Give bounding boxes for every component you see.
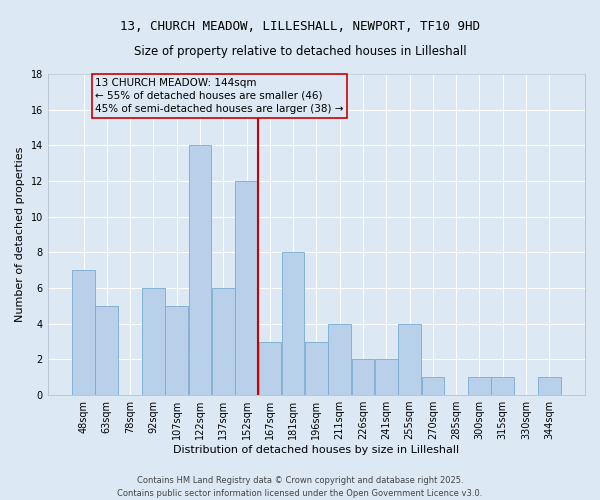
Bar	[235, 181, 258, 395]
X-axis label: Distribution of detached houses by size in Lilleshall: Distribution of detached houses by size …	[173, 445, 460, 455]
Bar	[72, 270, 95, 395]
Bar	[95, 306, 118, 395]
Text: Size of property relative to detached houses in Lilleshall: Size of property relative to detached ho…	[134, 45, 466, 58]
Bar	[282, 252, 304, 395]
Bar	[328, 324, 351, 395]
Bar	[142, 288, 164, 395]
Bar	[188, 146, 211, 395]
Bar	[538, 377, 560, 395]
Bar	[166, 306, 188, 395]
Text: 13 CHURCH MEADOW: 144sqm
← 55% of detached houses are smaller (46)
45% of semi-d: 13 CHURCH MEADOW: 144sqm ← 55% of detach…	[95, 78, 344, 114]
Text: 13, CHURCH MEADOW, LILLESHALL, NEWPORT, TF10 9HD: 13, CHURCH MEADOW, LILLESHALL, NEWPORT, …	[120, 20, 480, 33]
Bar	[422, 377, 444, 395]
Bar	[305, 342, 328, 395]
Bar	[259, 342, 281, 395]
Bar	[491, 377, 514, 395]
Bar	[398, 324, 421, 395]
Text: Contains HM Land Registry data © Crown copyright and database right 2025.
Contai: Contains HM Land Registry data © Crown c…	[118, 476, 482, 498]
Bar	[468, 377, 491, 395]
Bar	[212, 288, 235, 395]
Y-axis label: Number of detached properties: Number of detached properties	[15, 147, 25, 322]
Bar	[352, 360, 374, 395]
Bar	[375, 360, 398, 395]
